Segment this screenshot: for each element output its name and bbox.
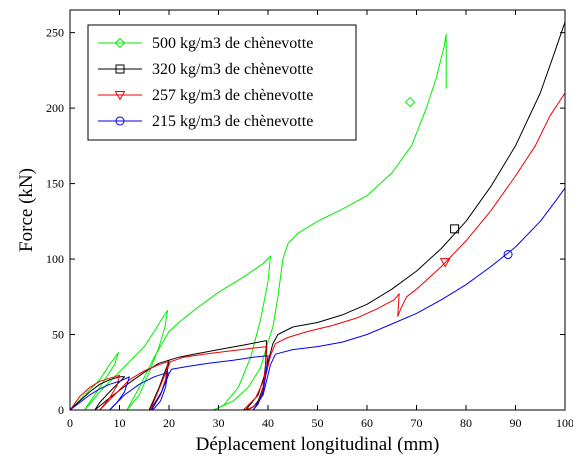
legend-swatch-marker <box>114 37 126 49</box>
legend-label: 500 kg/m3 de chènevotte <box>152 35 313 52</box>
legend-item-1: 500 kg/m3 de chènevotte <box>98 35 313 52</box>
series-4-cycle-2 <box>109 371 169 411</box>
series-3-cycle-1 <box>69 374 120 411</box>
series-4-cycle-3 <box>151 355 269 411</box>
legend-label: 215 kg/m3 de chènevotte <box>152 113 313 130</box>
series-3-marker <box>439 258 451 268</box>
series-2-marker <box>450 224 460 234</box>
series-2-cycle-1 <box>69 376 125 411</box>
series-1-cycle-4 <box>213 33 447 411</box>
legend-item-4: 215 kg/m3 de chènevotte <box>98 113 313 130</box>
series-1-marker <box>404 96 416 108</box>
legend: 500 kg/m3 de chènevotte 320 kg/m3 de chèn… <box>87 24 357 141</box>
x-tick-label: 80 <box>460 416 472 430</box>
x-tick-label: 90 <box>510 416 522 430</box>
legend-swatch-marker <box>114 91 126 101</box>
series-4-cycle-4 <box>252 187 566 411</box>
series-3-cycle-3 <box>149 346 268 411</box>
x-tick-label: 30 <box>213 416 225 430</box>
y-tick-label: 50 <box>52 328 64 342</box>
legend-label: 320 kg/m3 de chènevotte <box>152 61 313 78</box>
legend-label: 257 kg/m3 de chènevotte <box>152 87 313 104</box>
series-4 <box>69 187 566 411</box>
x-tick-label: 0 <box>67 416 73 430</box>
series-4-marker <box>503 250 513 260</box>
series-1-cycle-3 <box>126 255 271 411</box>
legend-swatch-marker <box>115 116 125 126</box>
series-2-cycle-4 <box>245 21 566 411</box>
y-tick-label: 200 <box>46 101 64 115</box>
y-tick-label: 150 <box>46 177 64 191</box>
x-tick-label: 40 <box>262 416 274 430</box>
x-tick-label: 10 <box>114 416 126 430</box>
legend-item-2: 320 kg/m3 de chènevotte <box>98 61 313 78</box>
x-axis-label: Déplacement longitudinal (mm) <box>196 434 440 455</box>
y-axis-label: Force (kN) <box>16 168 37 252</box>
series-3 <box>69 92 566 411</box>
x-tick-label: 70 <box>411 416 423 430</box>
x-tick-label: 50 <box>312 416 324 430</box>
legend-item-3: 257 kg/m3 de chènevotte <box>98 87 313 104</box>
series-layer <box>69 21 566 411</box>
y-tick-label: 100 <box>46 252 64 266</box>
y-tick-label: 250 <box>46 26 64 40</box>
x-tick-label: 100 <box>556 416 573 430</box>
y-tick-label: 0 <box>58 403 64 417</box>
series-1-cycle-1 <box>69 352 119 411</box>
series-4-cycle-1 <box>69 376 130 411</box>
x-tick-label: 60 <box>361 416 373 430</box>
x-tick-label: 20 <box>163 416 175 430</box>
series-3-cycle-4 <box>242 92 566 411</box>
ticks-layer: 0 10 20 30 40 50 60 70 80 90 100 0 50 100 150 200 250 <box>46 10 573 430</box>
series-1-cycle-2 <box>84 309 168 411</box>
legend-swatch-marker <box>115 64 125 74</box>
series-1 <box>69 33 447 411</box>
